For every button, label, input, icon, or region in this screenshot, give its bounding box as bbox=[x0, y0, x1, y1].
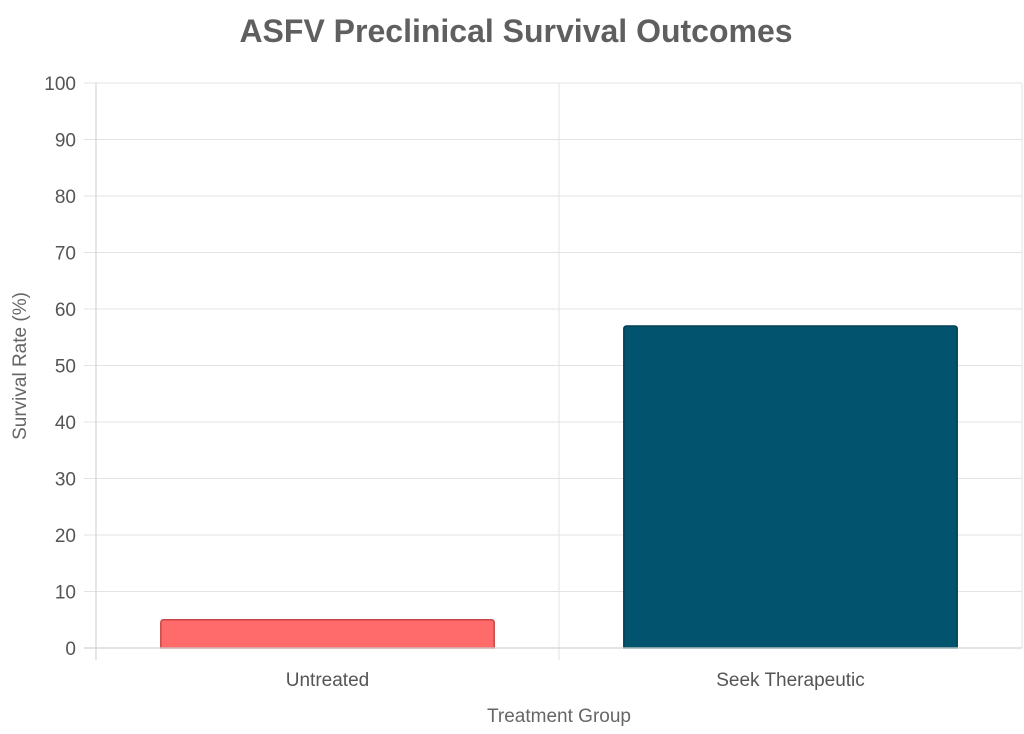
x-category-label: Seek Therapeutic bbox=[716, 670, 865, 691]
x-category-label: Untreated bbox=[286, 670, 369, 691]
bar-untreated[interactable] bbox=[160, 619, 495, 649]
grid bbox=[84, 82, 1023, 660]
y-tick-label: 100 bbox=[44, 74, 76, 95]
y-tick-label: 50 bbox=[55, 357, 76, 378]
y-tick-label: 90 bbox=[55, 131, 76, 152]
y-tick-label: 60 bbox=[55, 300, 76, 321]
y-tick-label: 10 bbox=[55, 583, 76, 604]
axes bbox=[84, 83, 1022, 660]
bar-seek-therapeutic[interactable] bbox=[623, 325, 958, 649]
y-tick-label: 30 bbox=[55, 470, 76, 491]
y-axis-title: Survival Rate (%) bbox=[10, 292, 31, 440]
y-tick-label: 0 bbox=[65, 639, 76, 660]
x-axis-title: Treatment Group bbox=[487, 706, 631, 727]
x-category-labels: Untreated Seek Therapeutic bbox=[286, 670, 865, 691]
bars bbox=[160, 325, 958, 649]
y-tick-label: 20 bbox=[55, 526, 76, 547]
y-tick-label: 40 bbox=[55, 413, 76, 434]
chart-title: ASFV Preclinical Survival Outcomes bbox=[239, 13, 792, 49]
y-tick-label: 80 bbox=[55, 187, 76, 208]
y-tick-labels: 0 10 20 30 40 50 60 70 80 90 100 bbox=[44, 74, 76, 660]
y-tick-label: 70 bbox=[55, 244, 76, 265]
